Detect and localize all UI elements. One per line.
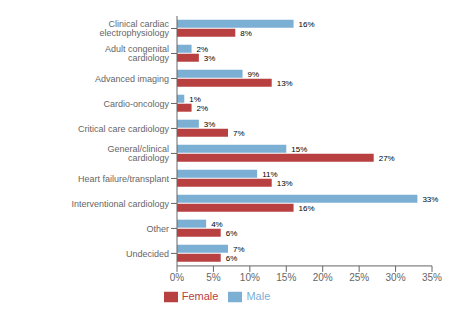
svg-text:25%: 25% (349, 272, 369, 283)
svg-text:7%: 7% (233, 129, 245, 138)
svg-text:15%: 15% (291, 145, 307, 154)
svg-text:16%: 16% (299, 204, 315, 213)
svg-text:13%: 13% (277, 179, 293, 188)
svg-text:7%: 7% (233, 245, 245, 254)
svg-text:2%: 2% (197, 45, 209, 54)
svg-text:30%: 30% (386, 272, 406, 283)
svg-text:Clinical cardiacelectrophysiol: Clinical cardiacelectrophysiology (99, 19, 169, 38)
svg-text:6%: 6% (226, 229, 238, 238)
html-text:Male: Male (246, 289, 271, 302)
svg-text:0%: 0% (170, 272, 185, 283)
html-text:Female: Female (181, 289, 219, 302)
svg-text:Critical care cardiology: Critical care cardiology (78, 124, 170, 134)
svg-text:Other: Other (146, 224, 169, 234)
svg-text:Heart failure/transplant: Heart failure/transplant (78, 174, 170, 184)
svg-text:General/clinicalcardiology: General/clinicalcardiology (107, 144, 169, 163)
svg-text:Advanced imaging: Advanced imaging (95, 74, 169, 84)
svg-text:20%: 20% (313, 272, 333, 283)
svg-text:5%: 5% (206, 272, 221, 283)
svg-text:9%: 9% (248, 70, 260, 79)
svg-text:Cardio-oncology: Cardio-oncology (103, 99, 169, 109)
svg-text:8%: 8% (240, 29, 252, 38)
svg-text:10%: 10% (240, 272, 260, 283)
svg-text:15%: 15% (276, 272, 296, 283)
svg-text:3%: 3% (204, 54, 216, 63)
svg-text:16%: 16% (299, 20, 315, 29)
svg-text:Adult congenitalcardiology: Adult congenitalcardiology (105, 44, 170, 63)
svg-text:13%: 13% (277, 79, 293, 88)
svg-text:35%: 35% (422, 272, 442, 283)
svg-text:33%: 33% (422, 195, 438, 204)
svg-text:6%: 6% (226, 254, 238, 263)
svg-text:11%: 11% (262, 170, 277, 179)
svg-text:Undecided: Undecided (126, 249, 169, 259)
svg-text:1%: 1% (189, 95, 201, 104)
svg-text:Interventional cardiology: Interventional cardiology (71, 199, 169, 209)
svg-text:3%: 3% (204, 120, 216, 129)
svg-text:27%: 27% (379, 154, 395, 163)
svg-text:4%: 4% (211, 220, 223, 229)
svg-text:2%: 2% (197, 104, 209, 113)
